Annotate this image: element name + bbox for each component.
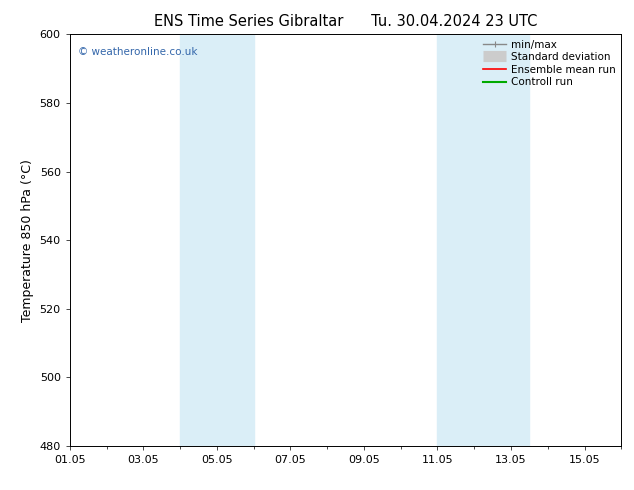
Legend: min/max, Standard deviation, Ensemble mean run, Controll run: min/max, Standard deviation, Ensemble me… [481, 37, 618, 89]
Title: ENS Time Series Gibraltar      Tu. 30.04.2024 23 UTC: ENS Time Series Gibraltar Tu. 30.04.2024… [154, 14, 537, 29]
Text: © weatheronline.co.uk: © weatheronline.co.uk [78, 47, 198, 57]
Y-axis label: Temperature 850 hPa (°C): Temperature 850 hPa (°C) [21, 159, 34, 321]
Bar [180, 34, 254, 446]
Bar [437, 34, 529, 446]
